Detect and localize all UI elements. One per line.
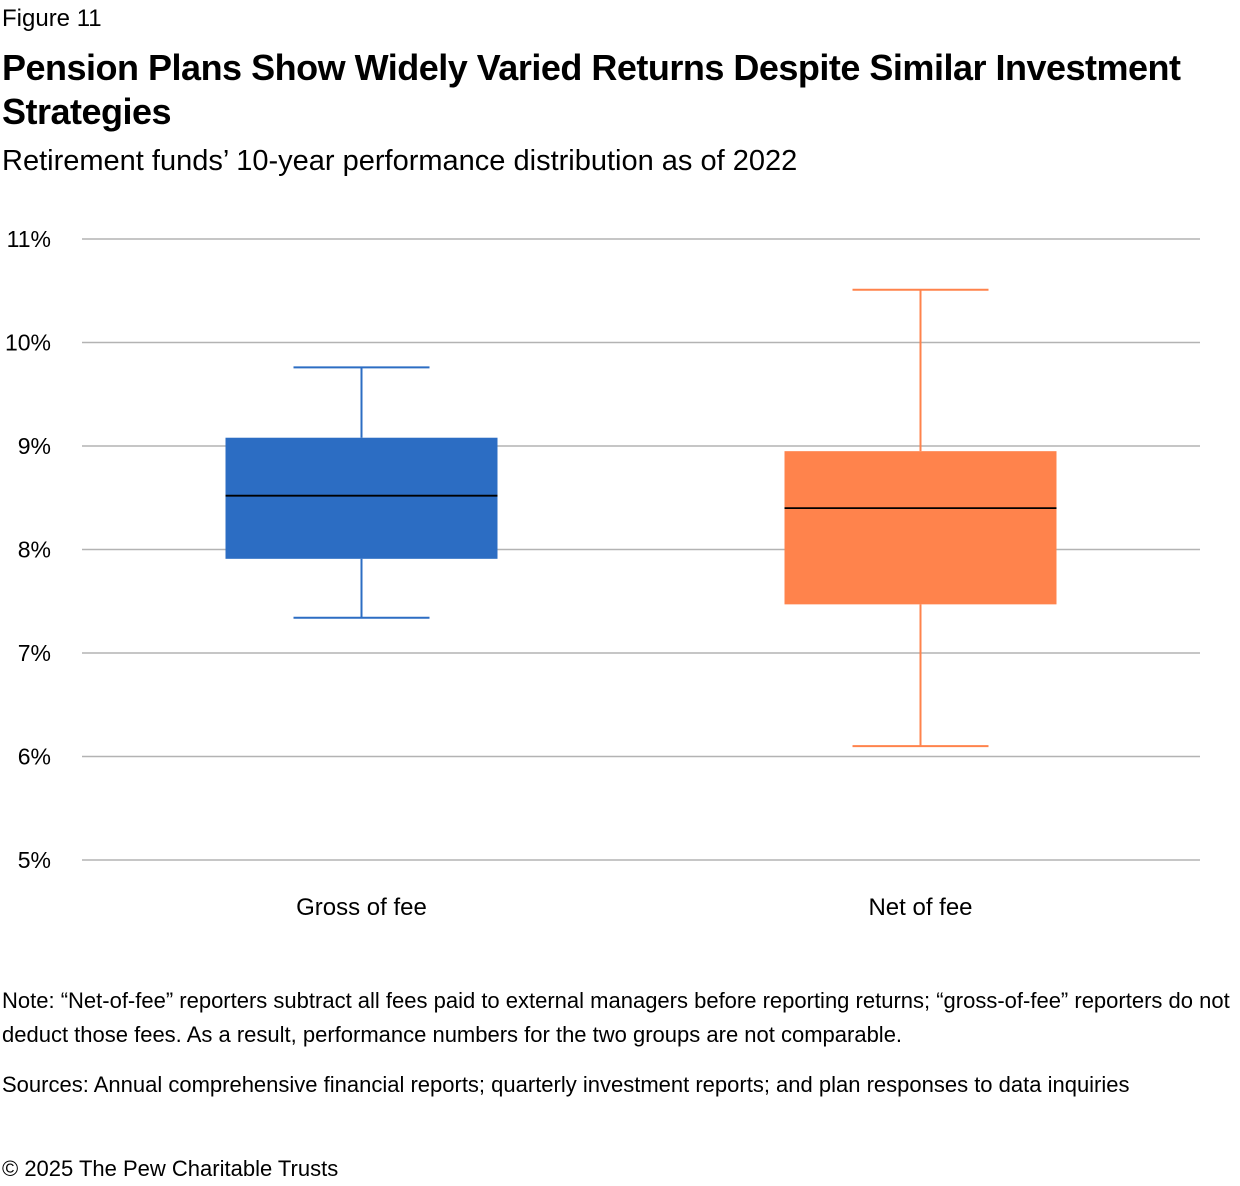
chart-sources: Sources: Annual comprehensive financial …: [2, 1072, 1130, 1097]
y-tick-label: 9%: [18, 433, 51, 459]
x-tick-label: Gross of fee: [296, 894, 427, 921]
iqr-box: [784, 451, 1057, 605]
y-axis-ticks: 5% 6% 7% 8% 9% 10% 11%: [5, 226, 51, 873]
y-tick-label: 11%: [7, 226, 51, 252]
y-tick-label: 5%: [18, 847, 51, 873]
copyright: © 2025 The Pew Charitable Trusts: [2, 1156, 339, 1181]
chart-title: Pension Plans Show Widely Varied Returns…: [2, 47, 1181, 132]
x-axis-ticks: Gross of fee Net of fee: [296, 894, 972, 921]
box-series: [225, 288, 1057, 748]
chart-subtitle: Retirement funds’ 10-year performance di…: [2, 145, 798, 177]
y-tick-label: 10%: [5, 330, 51, 356]
box-plot-chart: 5% 6% 7% 8% 9% 10% 11% Gross of fee Net of fee: [5, 226, 1200, 921]
chart-note: Note: “Net-of-fee” reporters subtract al…: [2, 988, 1230, 1047]
box-group: [225, 366, 498, 619]
iqr-box: [225, 437, 498, 559]
y-tick-label: 8%: [18, 537, 51, 563]
box-group: [784, 288, 1057, 748]
figure-label: Figure 11: [2, 5, 102, 32]
y-tick-label: 7%: [18, 640, 51, 666]
y-tick-label: 6%: [18, 744, 51, 770]
x-tick-label: Net of fee: [868, 894, 972, 921]
